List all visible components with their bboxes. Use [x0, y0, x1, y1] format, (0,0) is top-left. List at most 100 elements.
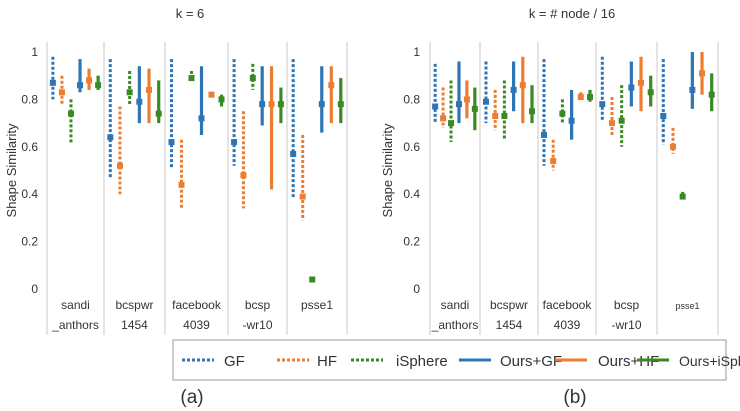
- median-marker-ours-isphere: [587, 94, 594, 101]
- legend-item: Ours+iSphere: [637, 353, 740, 369]
- median-marker-ours-isphere: [708, 91, 715, 98]
- median-marker-hf: [608, 120, 615, 127]
- legend-box: [172, 339, 727, 381]
- median-marker-ours-hf: [146, 86, 153, 93]
- y-tick-label: 0: [31, 282, 38, 296]
- legend-item: iSphere: [351, 353, 448, 370]
- median-marker-gf: [290, 150, 297, 157]
- median-marker-hf: [550, 158, 557, 165]
- x-tick-label: facebook: [543, 298, 593, 312]
- median-marker-ours-isphere: [471, 105, 478, 112]
- x-tick-label-line2: -wr10: [242, 318, 272, 332]
- median-marker-ours-gf: [198, 115, 205, 122]
- x-tick-label: facebook: [172, 298, 222, 312]
- median-marker-ours-gf: [318, 101, 325, 108]
- chart-title: k = # node / 16: [529, 6, 615, 21]
- median-marker-ours-isphere: [529, 108, 536, 115]
- legend-item: Ours+GF: [459, 353, 562, 370]
- median-marker-isphere: [618, 117, 625, 124]
- caption-b: (b): [563, 387, 586, 408]
- x-tick-label: sandi: [441, 298, 470, 312]
- median-marker-ours-gf: [628, 84, 635, 91]
- median-marker-gf: [432, 103, 439, 110]
- y-tick-label: 0.2: [403, 235, 420, 249]
- median-marker-gf: [660, 112, 667, 119]
- x-tick-label-line2: 4039: [554, 318, 581, 332]
- median-marker-isphere: [67, 110, 74, 117]
- legend-label: Ours+iSphere: [679, 353, 740, 369]
- median-marker-gf: [482, 98, 489, 105]
- median-marker-ours-hf: [208, 91, 215, 98]
- y-tick-label: 0.6: [403, 140, 420, 154]
- x-tick-label: sandi: [61, 298, 90, 312]
- median-marker-ours-hf: [328, 82, 335, 89]
- median-marker-hf: [58, 89, 65, 96]
- median-marker-ours-isphere: [277, 101, 284, 108]
- median-marker-ours-hf: [577, 94, 584, 101]
- median-marker-gf: [540, 131, 547, 138]
- median-marker-isphere: [448, 120, 455, 127]
- median-marker-ours-gf: [689, 86, 696, 93]
- y-axis-label: Shape Similarity: [4, 123, 19, 217]
- median-marker-isphere: [501, 112, 508, 119]
- median-marker-ours-hf: [463, 96, 470, 103]
- median-marker-ours-hf: [86, 77, 93, 84]
- median-marker-isphere: [188, 75, 195, 82]
- median-marker-isphere: [249, 75, 256, 82]
- x-tick-label-line2: _anthors: [431, 318, 479, 332]
- median-marker-gf: [231, 139, 238, 146]
- median-marker-hf: [669, 143, 676, 150]
- median-marker-gf: [49, 79, 56, 86]
- median-marker-ours-hf: [268, 101, 275, 108]
- median-marker-gf: [107, 134, 114, 141]
- legend-label: Ours+GF: [500, 353, 562, 370]
- legend-label: iSphere: [396, 353, 448, 370]
- x-tick-label-line2: 4039: [183, 318, 210, 332]
- median-marker-ours-gf: [259, 101, 266, 108]
- median-marker-hf: [178, 181, 185, 188]
- median-marker-hf: [299, 193, 306, 200]
- median-marker-isphere: [679, 193, 686, 200]
- median-marker-ours-isphere: [155, 110, 162, 117]
- x-tick-label-line2: _anthors: [51, 318, 99, 332]
- chart-panel-b: k = # node / 16 Shape Similarity 0 0.2 0.4 0.…: [380, 6, 719, 335]
- median-marker-ours-isphere: [647, 89, 654, 96]
- x-tick-label-line2: -wr10: [611, 318, 641, 332]
- y-tick-label: 0.4: [21, 187, 38, 201]
- median-marker-ours-gf: [77, 82, 84, 89]
- legend-item: GF: [182, 353, 245, 370]
- x-tick-label-line2: 1454: [496, 318, 523, 332]
- y-tick-label: 0.2: [21, 235, 38, 249]
- y-tick-label: 0: [413, 282, 420, 296]
- median-marker-isphere: [309, 276, 316, 283]
- median-marker-hf: [116, 162, 123, 169]
- chart-title: k = 6: [176, 6, 205, 21]
- median-marker-hf: [440, 115, 447, 122]
- median-marker-gf: [168, 139, 175, 146]
- median-marker-ours-gf: [136, 98, 143, 105]
- median-marker-ours-isphere: [95, 82, 102, 89]
- x-tick-label: bcsp: [614, 298, 640, 312]
- median-marker-ours-hf: [638, 79, 645, 86]
- y-tick-label: 0.8: [21, 92, 38, 106]
- median-marker-ours-gf: [455, 101, 462, 108]
- x-tick-label: bcspwr: [490, 298, 528, 312]
- legend: GF HF iSphere Ours+GF Ours+HF Ours+iSphere: [172, 339, 740, 381]
- chart-panel-a: k = 6 Shape Similarity 0 0.2 0.4 0.6 0.8 1 sandi…: [4, 6, 348, 335]
- legend-item: HF: [277, 353, 337, 370]
- y-axis-label: Shape Similarity: [380, 123, 395, 217]
- legend-label: GF: [224, 353, 245, 370]
- median-marker-hf: [240, 172, 247, 179]
- legend-label: Ours+HF: [598, 353, 659, 370]
- x-tick-label: psse1: [301, 298, 333, 312]
- median-marker-gf: [599, 101, 606, 108]
- y-tick-label: 1: [31, 45, 38, 59]
- x-tick-label: bcsp: [245, 298, 271, 312]
- legend-item: Ours+HF: [555, 353, 659, 370]
- y-tick-label: 1: [413, 45, 420, 59]
- median-marker-ours-gf: [510, 86, 517, 93]
- y-tick-label: 0.4: [403, 187, 420, 201]
- median-marker-isphere: [126, 89, 133, 96]
- x-tick-label: psse1: [675, 301, 699, 311]
